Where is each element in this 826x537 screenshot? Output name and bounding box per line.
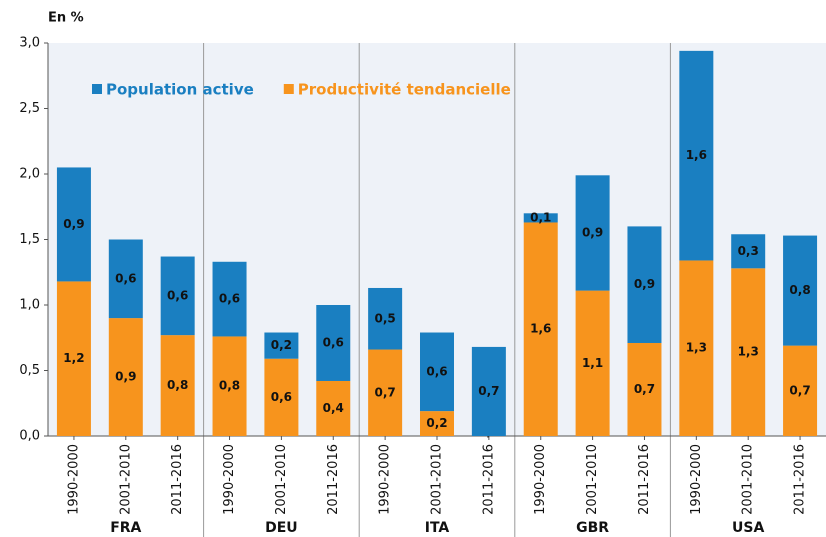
bar-segment [56,167,91,282]
group-label: USA [732,520,764,536]
x-tick-label: 2001-2010 [430,444,445,515]
bar-segment [627,342,662,436]
x-tick-label: 2011-2016 [326,444,341,515]
y-tick-label: 0,5 [19,363,40,378]
value-label: 0,8 [789,283,810,297]
y-tick-label: 3,0 [19,36,40,51]
bar-segment [264,358,299,436]
group-label: FRA [110,520,141,536]
bar-segment [56,281,91,436]
value-label: 0,6 [219,292,240,306]
value-label: 1,1 [582,356,603,370]
y-axis-label: En % [48,11,84,26]
x-tick-label: 1990-2000 [533,444,548,515]
value-label: 0,3 [738,244,759,258]
value-label: 0,1 [530,210,551,224]
bar-segment [627,226,662,343]
bar-segment [575,290,610,436]
x-tick-label: 1990-2000 [66,444,81,515]
bar-segment [160,256,195,336]
y-tick-label: 2,5 [19,101,40,116]
bar-segment [679,50,714,261]
bar-segment [783,345,818,436]
legend-swatch [92,84,102,94]
value-label: 0,6 [115,271,136,285]
value-label: 0,8 [219,379,240,393]
value-label: 0,9 [115,370,136,384]
x-tick-label: 2001-2010 [741,444,756,515]
bar-segment [420,332,454,412]
value-label: 1,6 [530,322,551,336]
group-label: ITA [425,520,450,536]
bar-segment [420,411,454,436]
value-label: 0,6 [323,335,344,349]
value-label: 0,8 [167,378,188,392]
group-label: GBR [576,520,609,536]
value-label: 0,6 [167,288,188,302]
bar-segment [264,332,299,359]
bar-segment [212,336,247,436]
value-label: 1,3 [738,345,759,359]
y-tick-label: 1,5 [19,232,40,247]
bar-segment [368,349,403,436]
legend-label: Productivité tendancielle [298,81,511,99]
bar-segment [731,234,766,269]
bar-segment [108,239,143,319]
y-tick-label: 2,0 [19,167,40,182]
value-label: 0,7 [478,384,499,398]
value-label: 1,6 [686,148,707,162]
x-tick-label: 1990-2000 [378,444,393,515]
bar-segment [523,222,558,436]
x-tick-label: 2011-2016 [637,444,652,515]
bar-segment [368,287,403,350]
value-label: 1,3 [686,341,707,355]
value-label: 0,7 [375,385,396,399]
bar-segment [783,235,818,346]
bar-segment [108,318,143,436]
bar-segment [471,346,506,436]
x-tick-label: 1990-2000 [689,444,704,515]
value-label: 0,9 [63,217,84,231]
x-tick-label: 2011-2016 [481,444,496,515]
x-tick-label: 2001-2010 [118,444,133,515]
bar-segment [731,268,766,436]
value-label: 0,6 [271,390,292,404]
legend-label: Population active [106,81,254,99]
y-tick-label: 0,0 [19,429,40,444]
y-tick-label: 1,0 [19,298,40,313]
value-label: 0,4 [323,401,344,415]
x-tick-label: 2011-2016 [793,444,808,515]
bar-segment [575,175,610,291]
group-label: DEU [265,520,298,536]
value-label: 0,2 [426,416,447,430]
value-label: 1,2 [63,351,84,365]
value-label: 0,7 [789,383,810,397]
bar-segment [212,261,247,337]
value-label: 0,9 [634,277,655,291]
bar-segment [316,380,351,436]
legend-swatch [283,84,294,94]
value-label: 0,7 [634,382,655,396]
x-tick-label: 1990-2000 [222,444,237,515]
x-tick-label: 2001-2010 [585,444,600,515]
value-label: 0,6 [426,364,447,378]
bar-segment [316,305,351,381]
value-label: 0,5 [375,311,396,325]
bar-segment [679,260,714,436]
x-tick-label: 2011-2016 [170,444,185,515]
x-tick-label: 2001-2010 [274,444,289,515]
value-label: 0,2 [271,338,292,352]
bar-segment [523,213,558,223]
bar-segment [160,335,195,436]
value-label: 0,9 [582,225,603,239]
